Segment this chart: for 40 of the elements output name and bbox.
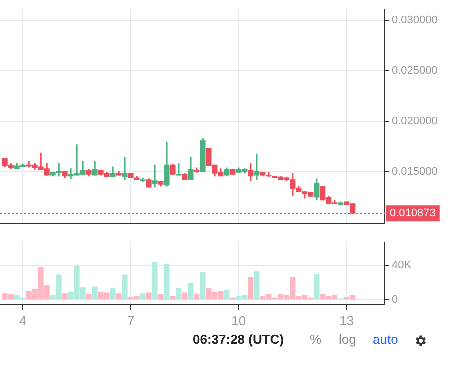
bar	[254, 271, 260, 300]
bar	[224, 290, 230, 300]
ref-line-label: 0.010873	[390, 208, 436, 220]
bar	[116, 294, 122, 300]
text: log	[339, 332, 356, 347]
bar	[314, 274, 320, 300]
bar	[158, 294, 164, 300]
y-tick-label: 0.030000	[392, 14, 438, 27]
bar	[146, 292, 152, 300]
candlestick	[176, 163, 182, 176]
bar	[122, 274, 128, 300]
bar	[176, 288, 182, 300]
x-tick-label: 7	[127, 313, 135, 328]
bar	[182, 292, 188, 300]
y-tick-label: 0.020000	[392, 116, 438, 128]
bar	[164, 264, 170, 300]
bar	[86, 294, 92, 300]
x-tick-label: 13	[340, 313, 354, 328]
bar	[110, 288, 116, 300]
bar	[200, 272, 206, 300]
y-tick-label: 0.015000	[392, 166, 438, 178]
candlestick	[152, 164, 158, 188]
bar	[140, 294, 146, 300]
text: %	[310, 332, 322, 347]
y-tick-label: 0	[392, 294, 398, 306]
candlestick	[194, 168, 200, 173]
y-tick-label: 0.025000	[392, 65, 438, 78]
bar	[152, 262, 158, 300]
bar	[188, 283, 194, 300]
x-tick-label: 4	[19, 313, 27, 328]
y-tick-label: 40K	[392, 260, 412, 272]
text: auto	[373, 332, 398, 347]
bar	[170, 296, 176, 300]
candlestick	[122, 158, 128, 180]
bar	[248, 277, 254, 300]
bar	[92, 286, 98, 300]
bar	[62, 294, 68, 300]
text: 06:37:28 (UTC)	[193, 332, 284, 347]
bar	[194, 294, 200, 300]
x-tick-label: 10	[232, 313, 246, 328]
